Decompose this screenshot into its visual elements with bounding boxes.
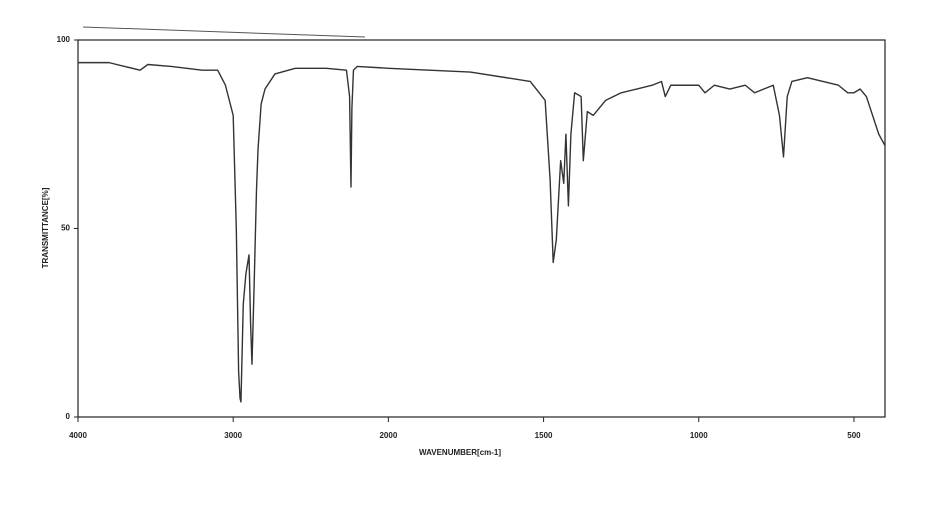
x-tick-label: 1000 xyxy=(690,431,708,440)
y-axis-label: TRANSMITTANCE[%] xyxy=(41,187,50,268)
x-tick-label: 3000 xyxy=(224,431,242,440)
x-axis-label: WAVENUMBER[cm-1] xyxy=(419,448,501,457)
y-tick-label: 50 xyxy=(61,224,70,233)
x-tick-label: 500 xyxy=(847,431,861,440)
plot-frame xyxy=(77,39,886,418)
scan-artifact xyxy=(82,26,366,38)
x-tick-label: 2000 xyxy=(379,431,397,440)
y-tick-label: 0 xyxy=(66,412,71,421)
x-tick-label: 4000 xyxy=(69,431,87,440)
spectrum-line xyxy=(78,61,886,403)
y-tick-label: 100 xyxy=(57,35,71,44)
x-tick-label: 1500 xyxy=(535,431,553,440)
